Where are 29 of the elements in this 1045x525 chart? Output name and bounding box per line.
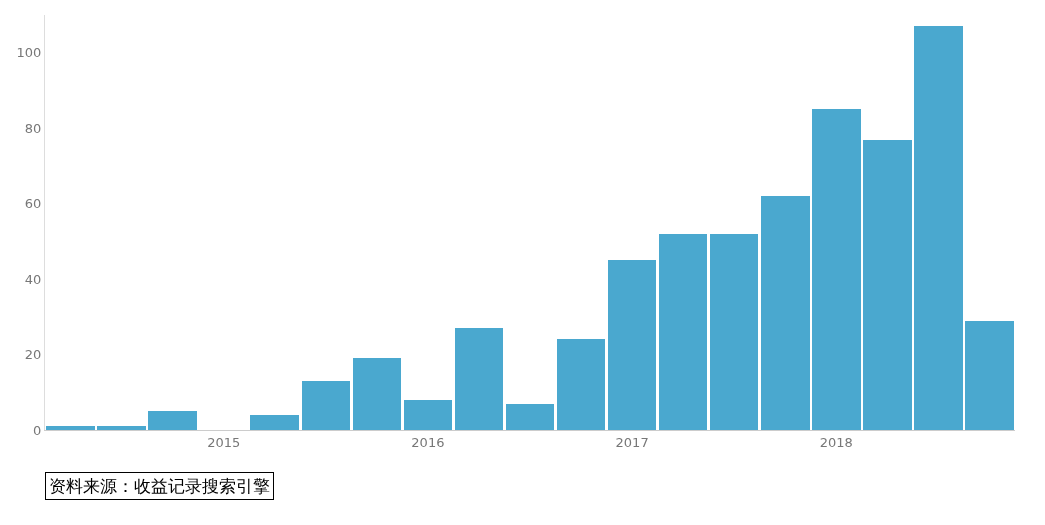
text: 资料来源：收益记录搜索引擎: [49, 476, 270, 496]
bar: [404, 400, 452, 430]
y-tick-label: 0: [33, 422, 42, 438]
bar: [302, 381, 350, 430]
x-tick-label: 2015: [207, 434, 241, 450]
bar: [863, 140, 912, 430]
bar: [761, 196, 810, 430]
bar: [506, 404, 554, 430]
y-tick-label: 20: [24, 347, 42, 363]
bar: [97, 426, 146, 430]
bar: [455, 328, 503, 430]
bar: [659, 234, 707, 430]
bar: [608, 260, 656, 430]
bar: [710, 234, 758, 430]
bar: [965, 321, 1014, 430]
x-tick-label: 2017: [615, 434, 649, 450]
bar: [914, 26, 963, 430]
y-tick-label: 100: [16, 45, 42, 61]
x-tick-label: 2018: [819, 434, 853, 450]
bar: [148, 411, 197, 430]
y-tick-label: 60: [24, 196, 42, 212]
y-tick-label: 80: [24, 120, 42, 136]
x-tick-label: 2016: [411, 434, 445, 450]
bar: [557, 339, 605, 430]
bar: [46, 426, 95, 430]
bar: [812, 109, 861, 430]
y-tick-label: 40: [24, 271, 42, 287]
bar: [353, 358, 401, 430]
bar: [250, 415, 299, 430]
